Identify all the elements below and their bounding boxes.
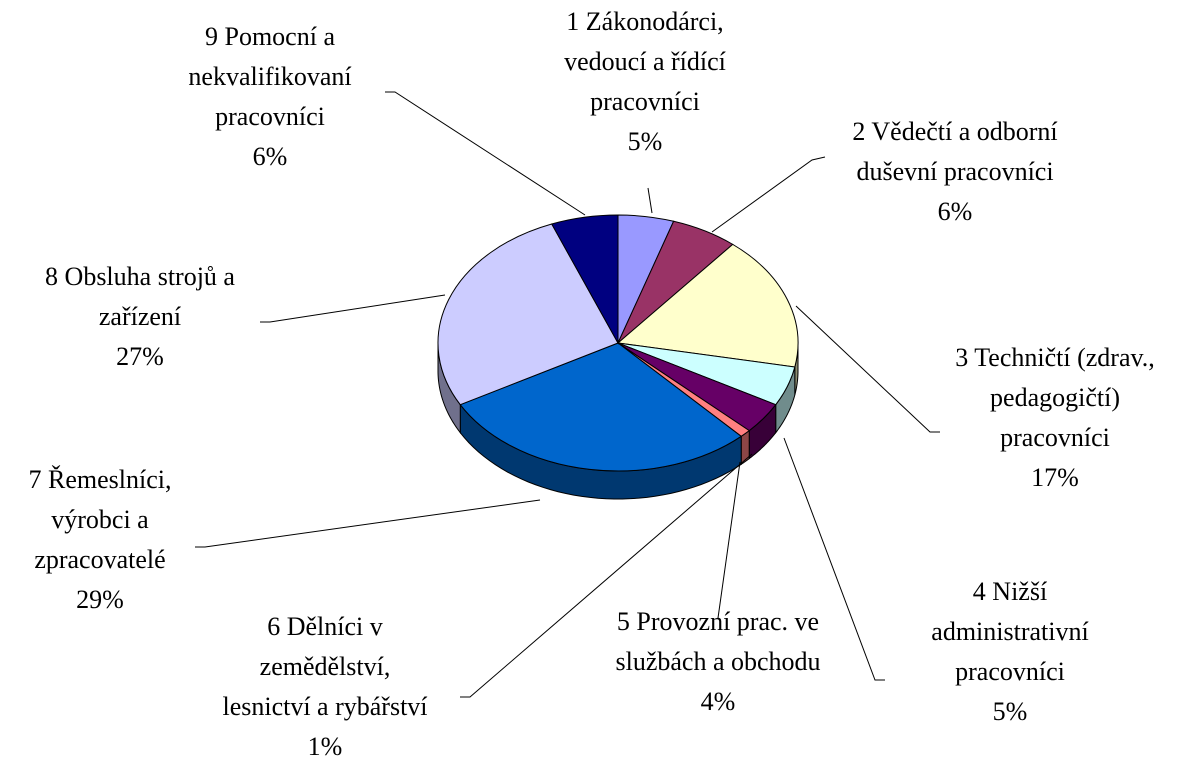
value-label: 27% bbox=[116, 342, 164, 371]
category-label: 4 Nižší administrativní pracovníci bbox=[931, 577, 1089, 686]
category-label: 1 Zákonodárci, vedoucí a řídící pracovní… bbox=[564, 7, 726, 116]
leader-line bbox=[195, 499, 541, 548]
value-label: 17% bbox=[1031, 463, 1079, 492]
category-label: 8 Obsluha strojů a zařízení bbox=[45, 262, 235, 331]
slice bbox=[459, 342, 743, 472]
value-label: 6% bbox=[252, 142, 288, 171]
slice bbox=[550, 214, 619, 345]
leader-line bbox=[385, 91, 586, 216]
leader-line bbox=[647, 187, 653, 214]
leader-line bbox=[783, 437, 885, 681]
leader-line bbox=[460, 453, 753, 698]
slice-label: 7 Řemeslníci, výrobci a zpracovatelé 29% bbox=[29, 460, 172, 620]
leader-line bbox=[711, 156, 826, 233]
category-label: 3 Techničtí (zdrav., pedagogičtí) pracov… bbox=[955, 343, 1155, 452]
category-label: 9 Pomocní a nekvalifikovaní pracovníci bbox=[188, 22, 352, 131]
leader-line bbox=[717, 461, 741, 619]
slice bbox=[437, 223, 619, 406]
category-label: 5 Provozní prac. ve službách a obchodu bbox=[615, 607, 821, 676]
slice-label: 2 Vědečtí a odborní duševní pracovníci 6% bbox=[852, 112, 1057, 232]
category-label: 6 Dělníci v zemědělství, lesnictví a ryb… bbox=[222, 612, 428, 721]
value-label: 6% bbox=[937, 197, 973, 226]
value-label: 29% bbox=[76, 585, 124, 614]
slice-label: 3 Techničtí (zdrav., pedagogičtí) pracov… bbox=[955, 338, 1155, 498]
category-label: 7 Řemeslníci, výrobci a zpracovatelé bbox=[28, 465, 172, 574]
slice-label: 5 Provozní prac. ve službách a obchodu 4% bbox=[615, 602, 820, 722]
slice-label: 4 Nižší administrativní pracovníci 5% bbox=[931, 572, 1088, 732]
slice bbox=[616, 243, 799, 368]
value-label: 1% bbox=[307, 732, 343, 761]
slice-label: 6 Dělníci v zemědělství, lesnictví a ryb… bbox=[222, 607, 427, 767]
value-label: 5% bbox=[992, 697, 1028, 726]
value-label: 4% bbox=[700, 687, 736, 716]
slice-label: 1 Zákonodárci, vedoucí a řídící pracovní… bbox=[564, 2, 726, 162]
slice-label: 9 Pomocní a nekvalifikovaní pracovníci 6% bbox=[188, 17, 351, 177]
value-label: 5% bbox=[627, 127, 663, 156]
leader-line bbox=[795, 305, 940, 433]
slice-label: 8 Obsluha strojů a zařízení 27% bbox=[45, 257, 235, 377]
leader-line bbox=[260, 294, 446, 323]
category-label: 2 Vědečtí a odborní duševní pracovníci bbox=[852, 117, 1058, 186]
